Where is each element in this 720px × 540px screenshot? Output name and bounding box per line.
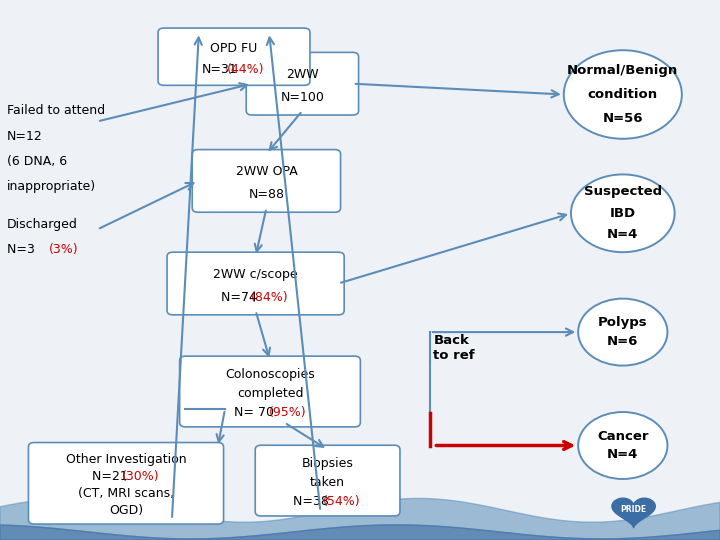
- Text: Biopsies: Biopsies: [302, 457, 354, 470]
- Text: N=100: N=100: [281, 91, 324, 104]
- FancyBboxPatch shape: [167, 252, 344, 315]
- Text: (3%): (3%): [49, 243, 78, 256]
- Text: IBD: IBD: [610, 207, 636, 220]
- Text: PRIDE: PRIDE: [621, 505, 647, 514]
- Text: inappropriate): inappropriate): [7, 180, 96, 193]
- Text: (54%): (54%): [323, 495, 361, 508]
- Text: Back
to ref: Back to ref: [433, 334, 475, 362]
- Text: (95%): (95%): [269, 406, 306, 419]
- Text: N=21: N=21: [91, 470, 132, 483]
- Text: Failed to attend: Failed to attend: [7, 104, 105, 117]
- Text: Discharged: Discharged: [7, 218, 78, 231]
- Text: taken: taken: [310, 476, 345, 489]
- Text: N=12: N=12: [7, 130, 43, 143]
- Circle shape: [571, 174, 675, 252]
- Text: N=6: N=6: [607, 335, 639, 348]
- Polygon shape: [612, 498, 655, 528]
- Circle shape: [578, 299, 667, 366]
- FancyBboxPatch shape: [256, 445, 400, 516]
- Text: N= 70: N= 70: [233, 406, 278, 419]
- Text: OPD FU: OPD FU: [210, 42, 258, 55]
- FancyBboxPatch shape: [246, 52, 359, 115]
- Text: N=31: N=31: [202, 63, 238, 76]
- Text: N=3: N=3: [7, 243, 39, 256]
- Text: OGD): OGD): [109, 504, 143, 517]
- Text: Suspected: Suspected: [584, 185, 662, 198]
- FancyBboxPatch shape: [180, 356, 360, 427]
- Text: (6 DNA, 6: (6 DNA, 6: [7, 155, 68, 168]
- Text: N=4: N=4: [607, 228, 639, 241]
- Text: (44%): (44%): [227, 63, 264, 76]
- FancyBboxPatch shape: [28, 443, 223, 524]
- Text: N=38: N=38: [293, 495, 333, 508]
- Text: Colonoscopies: Colonoscopies: [225, 368, 315, 381]
- FancyBboxPatch shape: [192, 150, 341, 212]
- FancyBboxPatch shape: [158, 28, 310, 85]
- Circle shape: [564, 50, 682, 139]
- Text: N=56: N=56: [603, 112, 643, 125]
- Text: N=74: N=74: [221, 291, 261, 304]
- Text: completed: completed: [237, 387, 303, 400]
- Circle shape: [578, 412, 667, 479]
- Text: (30%): (30%): [122, 470, 159, 483]
- Text: Cancer: Cancer: [597, 430, 649, 443]
- Text: 2WW OPA: 2WW OPA: [235, 165, 297, 178]
- Text: 2WW: 2WW: [286, 68, 319, 81]
- Text: N=4: N=4: [607, 448, 639, 461]
- Text: 2WW c/scope: 2WW c/scope: [213, 268, 298, 281]
- Text: N=88: N=88: [248, 188, 284, 201]
- Text: Other Investigation: Other Investigation: [66, 453, 186, 466]
- Text: (CT, MRI scans,: (CT, MRI scans,: [78, 487, 174, 500]
- Text: Normal/Benign: Normal/Benign: [567, 64, 678, 77]
- Text: Polyps: Polyps: [598, 316, 647, 329]
- Text: condition: condition: [588, 88, 658, 101]
- Text: (84%): (84%): [251, 291, 289, 304]
